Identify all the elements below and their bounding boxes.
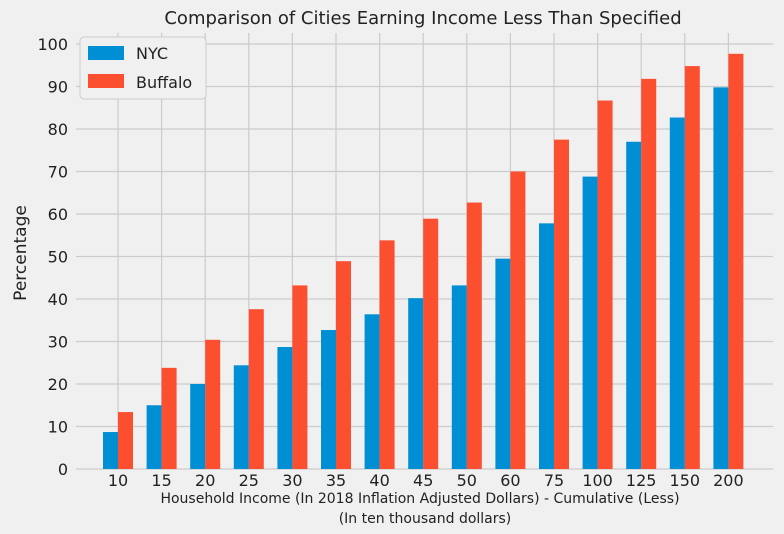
x-tick-label: 75 <box>544 471 564 490</box>
bar-buffalo-125 <box>641 78 657 469</box>
bar-nyc-40 <box>364 314 380 469</box>
bar-nyc-150 <box>669 117 685 470</box>
bar-buffalo-75 <box>554 139 569 469</box>
bar-buffalo-15 <box>161 367 177 469</box>
y-tick-label: 60 <box>48 205 68 224</box>
x-tick-label: 35 <box>326 471 346 490</box>
x-axis-label: Household Income (In 2018 Inflation Adju… <box>160 491 679 507</box>
y-tick-label: 50 <box>48 248 68 267</box>
bar-nyc-200 <box>713 87 729 469</box>
bar-buffalo-30 <box>292 285 308 469</box>
y-tick-labels: 0 10 20 30 40 50 60 70 80 90 100 <box>37 35 68 479</box>
x-tick-label: 15 <box>151 471 171 490</box>
bar-buffalo-50 <box>466 202 482 469</box>
x-tick-label: 40 <box>369 471 389 490</box>
bar-buffalo-35 <box>336 261 351 469</box>
x-tick-label: 10 <box>108 471 128 490</box>
y-tick-label: 0 <box>58 460 68 479</box>
bar-buffalo-10 <box>118 412 133 469</box>
bar-nyc-50 <box>451 285 467 469</box>
y-tick-label: 90 <box>48 78 68 97</box>
bar-nyc-30 <box>277 347 293 469</box>
legend-swatch-nyc <box>88 46 124 60</box>
x-tick-labels: 10 15 20 25 30 35 40 45 50 60 75 100 125 150 200 <box>108 471 744 490</box>
legend: NYC Buffalo <box>79 36 207 100</box>
x-axis-sublabel: (In ten thousand dollars) <box>339 511 512 527</box>
x-tick-label: 45 <box>413 471 433 490</box>
bar-nyc-100 <box>582 176 598 469</box>
legend-label-nyc: NYC <box>136 44 168 63</box>
bar-nyc-35 <box>321 330 336 469</box>
bar-buffalo-25 <box>248 309 264 469</box>
x-tick-label: 60 <box>500 471 520 490</box>
bars <box>103 53 744 470</box>
x-tick-label: 100 <box>582 471 613 490</box>
y-tick-label: 100 <box>37 35 68 54</box>
bar-nyc-60 <box>495 258 511 469</box>
y-tick-label: 80 <box>48 120 68 139</box>
bar-nyc-45 <box>408 298 424 469</box>
x-tick-label: 20 <box>195 471 215 490</box>
bar-nyc-10 <box>103 432 118 469</box>
bar-buffalo-40 <box>379 240 395 469</box>
bar-nyc-20 <box>190 384 206 469</box>
x-tick-label: 50 <box>457 471 477 490</box>
y-tick-label: 30 <box>48 333 68 352</box>
y-tick-label: 70 <box>48 163 68 182</box>
y-tick-label: 40 <box>48 290 68 309</box>
legend-swatch-buffalo <box>88 74 124 88</box>
bar-nyc-25 <box>233 365 249 469</box>
bar-buffalo-20 <box>205 339 221 469</box>
bar-nyc-15 <box>146 405 162 469</box>
bar-buffalo-100 <box>597 100 613 470</box>
chart-title: Comparison of Cities Earning Income Less… <box>164 8 681 29</box>
y-tick-label: 10 <box>48 418 68 437</box>
legend-label-buffalo: Buffalo <box>136 73 192 92</box>
bar-nyc-125 <box>626 141 642 469</box>
x-tick-label: 25 <box>239 471 259 490</box>
x-tick-label: 150 <box>670 471 701 490</box>
bar-buffalo-150 <box>684 66 700 469</box>
bar-buffalo-60 <box>510 171 526 469</box>
x-tick-label: 200 <box>713 471 744 490</box>
bar-nyc-75 <box>539 223 554 469</box>
bar-buffalo-200 <box>728 53 744 470</box>
x-tick-label: 125 <box>626 471 657 490</box>
y-tick-label: 20 <box>48 375 68 394</box>
y-axis-label: Percentage <box>11 205 31 301</box>
x-tick-label: 30 <box>282 471 302 490</box>
bar-buffalo-45 <box>423 218 439 469</box>
